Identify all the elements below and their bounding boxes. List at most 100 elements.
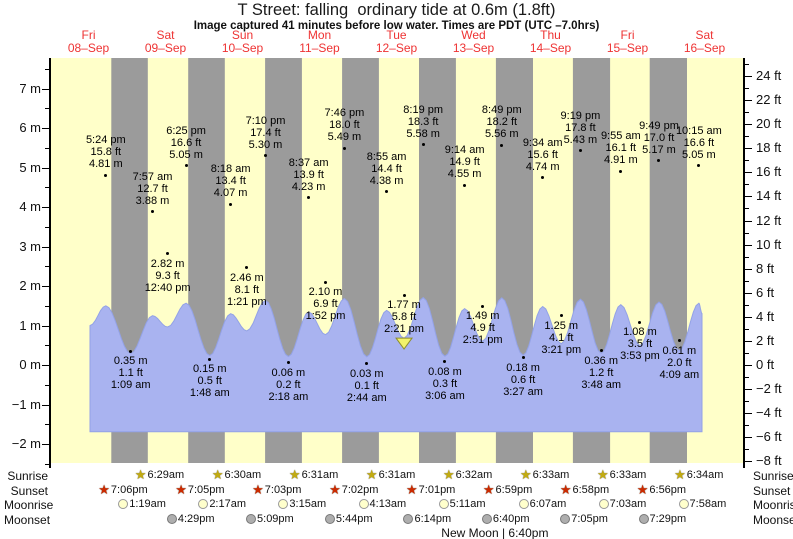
y-axis-tick-left: [42, 325, 49, 327]
day-label: Sat 16–Sep: [660, 29, 750, 55]
day-label: Fri 08–Sep: [44, 29, 134, 55]
sunrise-marker: ★ 6:33am: [520, 468, 569, 481]
annotation-line: 2:51 pm: [462, 334, 503, 347]
day-name: Sat: [156, 28, 175, 42]
y-axis-tick-right: [745, 88, 749, 90]
annotation-line: 9:14 am: [444, 144, 485, 157]
annotation-line: 5.05 m: [169, 148, 203, 161]
moonrise-marker: 1:19am: [118, 498, 166, 510]
day-label: Sat 09–Sep: [121, 29, 211, 55]
annotation-line: 3:27 am: [503, 385, 543, 398]
annotation-line: 17.4 ft: [250, 126, 281, 139]
annotation-line: 15.6 ft: [527, 148, 558, 161]
high-tide-annotation: 7:46 pm 18.0 ft 5.49 m: [299, 107, 389, 143]
annotation-line: 18.3 ft: [407, 115, 439, 128]
annotation-line: 2.0 ft: [667, 356, 692, 369]
y-axis-label-left: 5 m: [19, 159, 41, 175]
annotation-line: 15.8 ft: [90, 146, 122, 158]
y-axis-label-left: 3 m: [19, 238, 41, 254]
high-tide-annotation: 9:34 am 15.6 ft 4.74 m: [498, 137, 588, 173]
y-axis-label-left: 0 m: [19, 357, 41, 372]
annotation-line: 2.82 m: [150, 257, 185, 270]
y-axis-tick-left: [42, 444, 49, 445]
tide-dot: [151, 210, 154, 214]
astro-time: 5:11am: [449, 498, 486, 510]
moonrise-circle: [598, 499, 609, 509]
y-axis-tick-right: [745, 160, 749, 162]
annotation-line: 0.61 m: [662, 344, 697, 357]
annotation-line: 16.6 ft: [170, 136, 202, 149]
tide-dot: [521, 356, 525, 360]
astro-time: 6:58pm: [572, 484, 610, 496]
sunrise-star: ★: [597, 467, 609, 482]
annotation-line: 4.07 m: [213, 187, 248, 200]
astro-time: 7:03pm: [264, 484, 302, 496]
y-axis-tick-right: [745, 316, 752, 318]
high-tide-annotation: 8:49 pm 18.2 ft 5.56 m: [457, 104, 547, 140]
annotation-line: 12.7 ft: [137, 182, 168, 195]
y-axis-tick-right: [745, 124, 752, 126]
annotation-line: 5.49 m: [327, 131, 362, 144]
annotation-line: 0.15 m: [192, 363, 227, 376]
y-axis-tick-right: [745, 365, 752, 366]
y-axis-tick-left: [42, 128, 49, 129]
y-axis-tick-right: [745, 76, 752, 78]
day-date: 11–Sep: [299, 41, 340, 55]
y-axis-label-right: −4 ft: [756, 405, 782, 421]
annotation-line: 17.0 ft: [643, 131, 675, 144]
y-axis-label-right: 14 ft: [756, 188, 782, 204]
astro-time: 7:05pm: [571, 513, 608, 525]
y-axis-tick-right: [745, 64, 749, 65]
day-date: 09–Sep: [144, 41, 187, 55]
annotation-line: 16.1 ft: [605, 142, 637, 155]
sunrise-star: ★: [365, 467, 378, 482]
annotation-line: 5:24 pm: [85, 134, 126, 146]
y-axis-tick-right: [745, 449, 749, 451]
annotation-line: 0.35 m: [113, 355, 148, 368]
high-tide-annotation: 5:24 pm 15.8 ft 4.81 m: [61, 134, 151, 170]
tide-dot: [286, 361, 290, 365]
sunset-marker: ★ 6:58pm: [560, 483, 610, 496]
annotation-line: 4.81 m: [88, 158, 123, 170]
astro-time: 6:29am: [147, 469, 185, 481]
sunset-marker: ★ 7:03pm: [252, 483, 302, 496]
y-axis-tick-left: [42, 167, 49, 169]
day-date: 13–Sep: [452, 41, 495, 55]
sunrise-star: ★: [211, 467, 224, 482]
astro-time: 6:59pm: [495, 484, 533, 496]
moonset-circle: [324, 514, 335, 524]
high-tide-annotation: 8:18 am 13.4 ft 4.07 m: [186, 163, 276, 199]
day-label: Sun 10–Sep: [198, 29, 288, 55]
annotation-line: 4.23 m: [291, 180, 326, 193]
y-axis-label-right: 12 ft: [756, 212, 782, 228]
annotation-line: 14.9 ft: [449, 156, 480, 169]
high-tide-annotation: 7:57 am 12.7 ft 3.88 m: [108, 171, 198, 207]
tide-plot-svg: [50, 58, 743, 463]
annotation-line: 0.2 ft: [276, 378, 301, 391]
annotation-line: 3:21 pm: [541, 343, 582, 356]
y-axis-tick-left: [42, 207, 49, 208]
y-axis-tick-left: [45, 147, 49, 149]
moonset-marker: 6:40pm: [481, 513, 530, 525]
astro-time: 2:17am: [209, 498, 247, 510]
page-title: T Street: falling ordinary tide at 0.6m …: [237, 1, 556, 19]
annotation-line: 4.55 m: [447, 168, 482, 181]
y-axis-tick-left: [42, 365, 49, 366]
annotation-line: 3:48 am: [581, 378, 622, 391]
annotation-line: 10:15 am: [675, 124, 722, 137]
day-date: 12–Sep: [375, 41, 418, 55]
astro-time: 7:03am: [609, 498, 647, 510]
day-label: Wed 13–Sep: [429, 29, 519, 55]
annotation-line: 4.1 ft: [549, 331, 574, 344]
astro-time: 7:06pm: [110, 484, 148, 496]
high-tide-annotation: 9:55 am 16.1 ft 4.91 m: [576, 130, 666, 166]
y-axis-label-left: 6 m: [19, 120, 41, 135]
tide-dot: [619, 169, 623, 173]
y-axis-tick-left: [45, 266, 49, 268]
y-axis-tick-right: [745, 425, 749, 427]
low-tide-annotation: 1.08 m 3.5 ft 3:53 pm: [595, 326, 685, 362]
tide-dot: [541, 176, 545, 180]
moonrise-marker: 4:13am: [358, 498, 406, 510]
astro-time: 4:29pm: [177, 513, 215, 525]
astro-label-left-moonset: Moonset: [4, 513, 51, 527]
